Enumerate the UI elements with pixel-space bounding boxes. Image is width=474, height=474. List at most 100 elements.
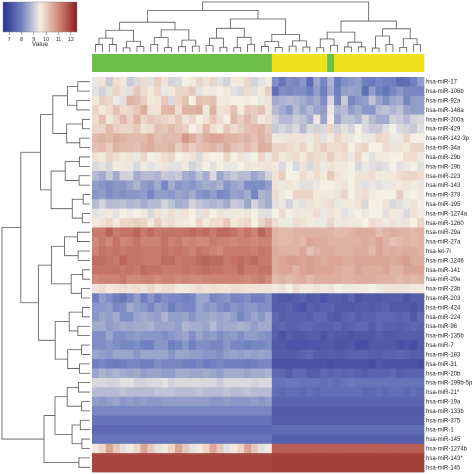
heatmap-cell <box>271 265 280 275</box>
heatmap-cell <box>126 283 134 294</box>
heatmap-cell <box>389 95 397 106</box>
heatmap-cell <box>354 462 363 473</box>
heatmap-cell <box>292 377 300 388</box>
heatmap-cell <box>105 189 114 200</box>
heatmap-cell <box>396 152 404 163</box>
heatmap-cell <box>154 340 162 351</box>
heatmap-cell <box>98 330 107 341</box>
heatmap-cell <box>237 77 245 87</box>
heatmap-cell <box>251 302 259 313</box>
heatmap-cell <box>382 199 390 210</box>
row-dendrogram-branch <box>81 288 90 299</box>
row-label: hsa-miR-141 <box>426 268 461 274</box>
heatmap-cell <box>375 199 383 210</box>
heatmap-cell <box>403 293 411 304</box>
heatmap-cell <box>375 227 383 238</box>
heatmap-cell <box>161 246 169 257</box>
heatmap-cell <box>313 424 321 435</box>
heatmap-cell <box>119 387 127 398</box>
heatmap-cell <box>417 124 425 134</box>
heatmap-cell <box>403 265 411 275</box>
heatmap-cell <box>285 227 293 238</box>
heatmap-cell <box>382 86 390 97</box>
heatmap-cell <box>327 321 335 332</box>
heatmap-cell <box>223 302 231 313</box>
heatmap-cell <box>168 236 176 247</box>
heatmap-cell <box>327 453 335 463</box>
heatmap-cell <box>181 274 190 285</box>
row-label: hsa-miR-148a <box>426 108 464 114</box>
heatmap-cell <box>244 283 252 294</box>
heatmap-cell <box>154 133 162 144</box>
heatmap-cell <box>216 105 224 116</box>
heatmap-cell <box>181 208 190 219</box>
heatmap-cell <box>264 133 273 144</box>
heatmap-cell <box>98 208 107 219</box>
heatmap-cell <box>382 265 390 275</box>
heatmap-cell <box>313 312 321 322</box>
heatmap-cell <box>327 349 335 360</box>
heatmap-cell <box>202 396 210 407</box>
heatmap-cell <box>382 349 390 360</box>
heatmap-cell <box>354 330 363 341</box>
heatmap-cell <box>251 340 259 351</box>
heatmap-cell <box>417 443 425 454</box>
heatmap-cell <box>403 453 411 463</box>
heatmap-cell <box>320 302 328 313</box>
heatmap-cell <box>147 152 155 163</box>
heatmap-cell <box>168 321 176 332</box>
heatmap-cell <box>271 180 280 191</box>
heatmap-cell <box>285 443 293 454</box>
heatmap-cell <box>98 349 107 360</box>
heatmap-cell <box>403 86 411 97</box>
heatmap-cell <box>306 396 314 407</box>
heatmap-cell <box>320 443 328 454</box>
group-bar-cell <box>410 54 418 72</box>
heatmap-cell <box>188 246 197 257</box>
heatmap-cell <box>140 434 148 445</box>
heatmap-cell <box>119 180 127 191</box>
heatmap-cell <box>334 283 342 294</box>
heatmap-cell <box>258 208 266 219</box>
heatmap-cell <box>285 86 293 97</box>
heatmap-cell <box>285 77 293 87</box>
heatmap-cell <box>285 340 293 351</box>
heatmap-cell <box>188 359 197 369</box>
heatmap-cell <box>285 434 293 445</box>
heatmap-cell <box>92 246 100 257</box>
heatmap-cell <box>396 95 404 106</box>
heatmap-cell <box>285 274 293 285</box>
heatmap-cell <box>382 95 390 106</box>
heatmap-cell <box>126 265 134 275</box>
heatmap-cell <box>258 312 266 322</box>
heatmap-cell <box>92 199 100 210</box>
heatmap-cell <box>223 443 231 454</box>
heatmap-cell <box>258 236 266 247</box>
heatmap-cell <box>292 133 300 144</box>
heatmap-cell <box>195 274 204 285</box>
heatmap-cell <box>347 86 356 97</box>
heatmap-cell <box>292 359 300 369</box>
heatmap-cell <box>410 406 418 416</box>
heatmap-cell <box>389 86 397 97</box>
heatmap-cell <box>334 415 342 426</box>
heatmap-cell <box>292 265 300 275</box>
heatmap-cell <box>161 434 169 445</box>
heatmap-cell <box>230 434 238 445</box>
heatmap-cell <box>105 387 114 398</box>
heatmap-cell <box>403 77 411 87</box>
heatmap-cell <box>306 330 314 341</box>
heatmap-cell <box>320 124 328 134</box>
heatmap-cell <box>292 424 300 435</box>
heatmap-cell <box>403 321 411 332</box>
row-label: hsa-miR-183 <box>426 352 461 358</box>
heatmap-cell <box>258 86 266 97</box>
heatmap-cell <box>244 340 252 351</box>
heatmap-cell <box>140 368 148 379</box>
heatmap-cell <box>119 368 127 379</box>
heatmap-cell <box>320 377 328 388</box>
heatmap-cell <box>299 133 307 144</box>
row-dendrogram-branch <box>66 386 82 407</box>
heatmap-cell <box>264 302 273 313</box>
heatmap-cell <box>299 105 307 116</box>
